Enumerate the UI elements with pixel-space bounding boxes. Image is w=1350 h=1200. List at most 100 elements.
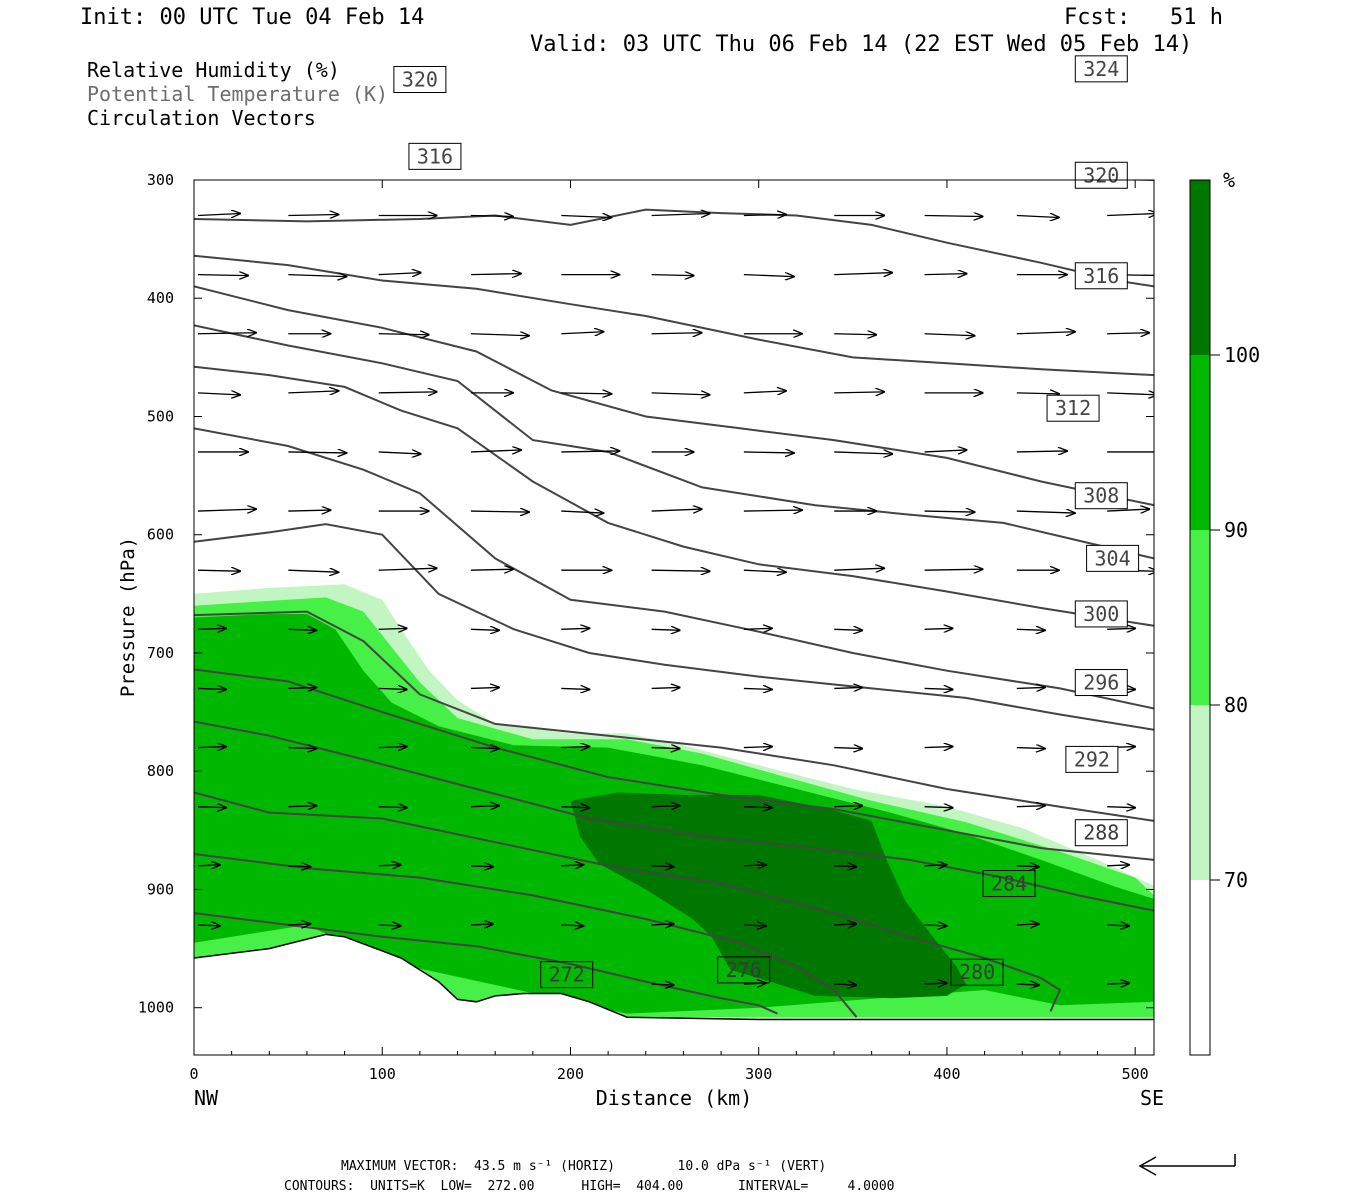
circulation-vector: [924, 688, 953, 689]
theta-contour-316: [194, 254, 1154, 377]
y-tick-label: 1000: [138, 999, 174, 1017]
circulation-vector: [834, 568, 884, 570]
circulation-vector: [834, 924, 856, 925]
theta-contour-280: [194, 791, 1062, 1012]
theta-contour-320: [194, 208, 1154, 288]
circulation-vector: [378, 334, 429, 335]
theta-label: 300: [1074, 600, 1128, 628]
circulation-vector: [1016, 806, 1045, 807]
circulation-vector: [561, 332, 603, 334]
circulation-vector: [288, 510, 330, 511]
circulation-vector: [834, 806, 862, 807]
circulation-vector: [197, 747, 226, 748]
circulation-vector: [743, 214, 786, 215]
colorbar-segment: [1190, 530, 1210, 705]
theta-label-box: [1074, 669, 1128, 697]
theta-label-box: [1074, 55, 1128, 83]
x-tick-label: 200: [557, 1065, 584, 1083]
circulation-vector: [470, 215, 513, 216]
theta-label-text: 320: [402, 67, 438, 91]
circulation-vector: [924, 334, 975, 336]
circulation-vector: [651, 275, 694, 276]
theta-label: 308: [1074, 482, 1128, 510]
circulation-vector: [288, 452, 346, 453]
circulation-vector: [561, 393, 611, 394]
circulation-vector: [924, 511, 975, 512]
theta-label: 284: [982, 870, 1036, 898]
theta-label-text: 284: [991, 872, 1027, 896]
circulation-vector: [1016, 511, 1075, 513]
valid-time: Valid: 03 UTC Thu 06 Feb 14 (22 EST Wed …: [530, 32, 1193, 57]
colorbar-tick-label: 80: [1224, 693, 1248, 717]
theta-contour-288: [194, 668, 1154, 861]
theta-label: 280: [950, 958, 1004, 986]
circulation-vector: [651, 213, 710, 215]
y-tick-label: 500: [147, 407, 174, 425]
theta-label-text: 316: [1083, 264, 1119, 288]
circulation-vector: [1107, 213, 1154, 215]
y-tick-label: 800: [147, 762, 174, 780]
theta-contour-312: [194, 285, 1154, 507]
x-tick-label: 0: [189, 1065, 198, 1083]
theta-label-text: 292: [1074, 747, 1110, 771]
circulation-vector: [288, 687, 316, 688]
colorbar-segment: [1190, 880, 1210, 1055]
circulation-vector: [924, 215, 983, 216]
theta-label-box: [1086, 544, 1140, 572]
x-end-label-left: NW: [194, 1086, 219, 1110]
circulation-vector: [743, 275, 794, 277]
theta-contour-276: [194, 853, 858, 1018]
circulation-vector: [651, 393, 710, 395]
theta-label-box: [717, 956, 771, 984]
circulation-vector: [470, 334, 529, 336]
circulation-vector: [1107, 807, 1135, 808]
circulation-vector: [378, 568, 437, 570]
circulation-vector: [1107, 393, 1154, 395]
circulation-vector: [924, 807, 953, 808]
circulation-vector: [651, 806, 680, 807]
circulation-vector: [834, 452, 892, 454]
circulation-vector: [834, 866, 856, 867]
circulation-vector: [288, 806, 316, 807]
theta-label: 304: [1086, 544, 1140, 572]
circulation-vector: [1107, 509, 1149, 511]
circulation-vector: [743, 570, 786, 572]
theta-contour-292: [194, 610, 1154, 822]
circulation-vector: [1016, 748, 1045, 749]
legend-rh: Relative Humidity (%): [87, 58, 340, 82]
theta-label-text: 272: [549, 963, 585, 987]
circulation-vector: [378, 273, 421, 275]
circulation-vector: [924, 628, 953, 629]
legend-theta: Potential Temperature (K): [87, 82, 389, 106]
circulation-vector: [378, 392, 437, 393]
circulation-vector: [1107, 925, 1129, 926]
circulation-vector: [834, 748, 862, 749]
circulation-vector: [1016, 924, 1039, 925]
circulation-vector: [197, 570, 240, 571]
max-vector-note: MAXIMUM VECTOR: 43.5 m s⁻¹ (HORIZ) 10.0 …: [341, 1159, 827, 1174]
circulation-vector: [288, 924, 310, 925]
theta-label-text: 296: [1083, 671, 1119, 695]
cross-section-chart: 272 276 280 284 288 292 296 300 304 308 312 316 320 3…: [117, 55, 1260, 1110]
circulation-vector: [288, 275, 346, 277]
circulation-vector: [743, 925, 766, 926]
circulation-vector: [924, 450, 967, 452]
theta-label-text: 312: [1055, 396, 1091, 420]
circulation-vector: [651, 748, 680, 749]
circulation-vector: [834, 392, 884, 393]
theta-label: 316: [408, 142, 462, 170]
x-axis-label: Distance (km): [596, 1086, 753, 1110]
circulation-vector: [1107, 628, 1135, 629]
forecast-hour: Fcst: 51 h: [1064, 5, 1223, 30]
circulation-vector: [743, 747, 772, 748]
circulation-vector: [1016, 451, 1067, 452]
theta-label: 320: [1074, 161, 1128, 189]
circulation-vector: [470, 924, 493, 925]
theta-label: 296: [1074, 669, 1128, 697]
theta-label-text: 280: [959, 960, 995, 984]
circulation-vector: [561, 865, 583, 866]
theta-label-text: 316: [417, 144, 453, 168]
x-tick-label: 400: [933, 1065, 960, 1083]
theta-contour-300: [194, 427, 1154, 710]
theta-contour-308: [194, 324, 1154, 560]
